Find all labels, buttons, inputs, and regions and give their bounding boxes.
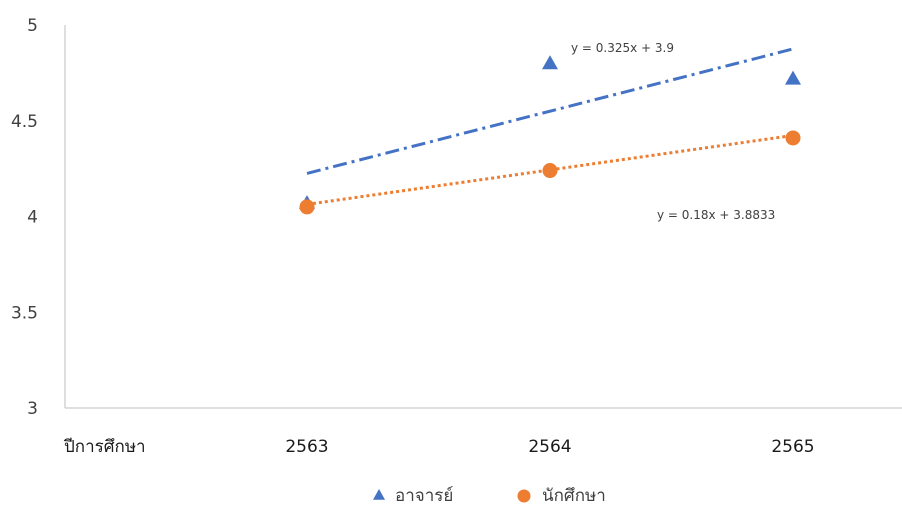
y-tick-label: 3 — [27, 399, 38, 419]
x-axis-title: ปีการศึกษา — [63, 437, 145, 457]
y-tick-label: 3.5 — [11, 303, 38, 323]
teacher-point — [785, 70, 801, 85]
legend-marker — [517, 489, 531, 503]
legend-label: อาจารย์ — [395, 486, 453, 506]
data-points — [299, 55, 801, 215]
legend: อาจารย์ นักศึกษา — [373, 486, 606, 506]
student-point — [299, 199, 315, 215]
trendlines — [306, 47, 794, 206]
trendline-teacher — [306, 47, 794, 175]
x-tick-label: 2563 — [285, 437, 328, 457]
trendline-equations: y = 0.325x + 3.9 y = 0.18x + 3.8833 — [571, 41, 775, 222]
legend-label: นักศึกษา — [542, 486, 606, 506]
trendline-equation: y = 0.325x + 3.9 — [571, 41, 674, 55]
x-tick-label: 2565 — [771, 437, 814, 457]
y-tick-label: 5 — [27, 16, 38, 36]
trendline-equation: y = 0.18x + 3.8833 — [657, 208, 775, 222]
y-axis-ticks: 3 3.5 4 4.5 5 — [11, 16, 38, 419]
y-tick-label: 4 — [27, 208, 38, 228]
teacher-point — [542, 55, 558, 70]
x-tick-label: 2564 — [528, 437, 571, 457]
x-axis-categories: ปีการศึกษา 2563 2564 2565 — [63, 437, 815, 457]
trendline-student — [306, 133, 794, 206]
student-point — [542, 163, 558, 179]
legend-marker — [373, 489, 385, 500]
student-point — [785, 130, 801, 146]
y-tick-label: 4.5 — [11, 112, 38, 132]
